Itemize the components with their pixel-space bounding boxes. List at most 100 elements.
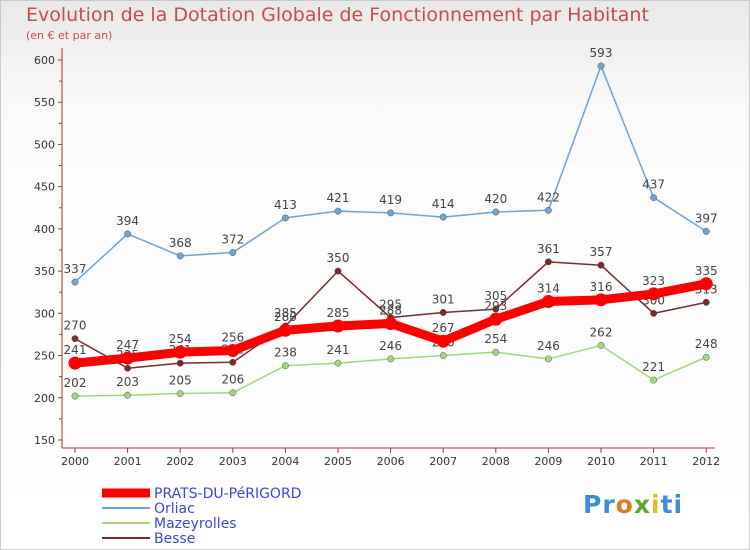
data-label: 323 [642,274,665,288]
y-tick-label: 200 [34,392,55,405]
data-label: 372 [221,233,244,247]
data-label: 254 [169,332,192,346]
data-point [597,261,605,269]
data-label: 285 [327,306,350,320]
data-point [334,359,342,367]
data-point [594,293,608,307]
data-point [124,364,132,372]
data-label: 413 [274,198,297,212]
data-label: 206 [221,373,244,387]
data-point [226,343,240,357]
data-point [492,348,500,356]
data-point [699,277,713,291]
data-label: 305 [484,289,507,303]
x-tick-label: 2011 [640,455,668,468]
data-point [71,335,79,343]
data-label: 203 [116,375,139,389]
data-point [387,355,395,363]
data-label: 280 [274,310,297,324]
data-label: 238 [274,346,297,360]
data-label: 337 [64,262,87,276]
y-tick-label: 300 [34,307,55,320]
data-label: 254 [484,332,507,346]
data-label: 422 [537,190,560,204]
y-tick-label: 150 [34,434,55,447]
data-label: 414 [432,197,455,211]
x-tick-label: 2000 [61,455,89,468]
data-point [176,359,184,367]
data-point [439,213,447,221]
data-point [68,356,82,370]
y-tick-label: 550 [34,96,55,109]
data-point [334,207,342,215]
data-point [124,391,132,399]
data-point [439,352,447,360]
x-tick-label: 2012 [692,455,720,468]
x-tick-label: 2003 [219,455,247,468]
data-point [597,341,605,349]
data-point [229,358,237,366]
legend-label: Mazeyrolles [154,516,237,532]
data-point [597,62,605,70]
data-label: 350 [327,251,350,265]
data-label: 267 [432,321,455,335]
data-label: 288 [379,303,402,317]
legend-label: PRATS-DU-PéRIGORD [154,486,301,502]
data-point [334,267,342,275]
data-label: 202 [64,376,87,390]
data-point [229,249,237,256]
data-label: 368 [169,236,192,250]
data-label: 270 [64,319,87,333]
data-point [489,312,503,326]
y-tick-label: 500 [34,138,55,151]
data-point [541,295,555,309]
x-tick-label: 2007 [429,455,457,468]
data-label: 394 [116,214,139,228]
x-tick-label: 2010 [587,455,615,468]
data-point [281,214,289,222]
data-label: 205 [169,374,192,388]
y-tick-label: 450 [34,181,55,194]
data-label: 256 [221,330,244,344]
chart-subtitle: (en € et par an) [26,29,113,42]
data-label: 248 [695,337,718,351]
data-label: 293 [484,299,507,313]
data-label: 420 [484,192,507,206]
data-point [436,334,450,348]
data-label: 361 [537,242,560,256]
data-point [173,345,187,359]
proxiti-logo: Proxiti [583,490,684,519]
y-tick-label: 350 [34,265,55,278]
x-tick-label: 2001 [114,455,142,468]
data-point [647,287,661,301]
y-tick-label: 250 [34,350,55,363]
data-point [387,209,395,217]
data-point [492,208,500,216]
data-point [331,319,345,333]
data-point [278,323,292,337]
data-point [650,376,658,384]
x-tick-label: 2008 [482,455,510,468]
data-label: 295 [379,298,402,312]
data-point [650,194,658,202]
x-tick-label: 2009 [534,455,562,468]
data-label: 247 [116,338,139,352]
chart-title: Evolution de la Dotation Globale de Fonc… [26,4,649,26]
data-label: 357 [590,245,613,259]
y-tick-label: 600 [34,54,55,67]
data-label: 397 [695,211,718,225]
x-tick-label: 2004 [271,455,299,468]
data-label: 285 [274,306,297,320]
data-point [176,252,184,260]
data-label: 437 [642,178,665,192]
legend-label: Orliac [154,501,195,517]
data-label: 335 [695,264,718,278]
data-label: 262 [590,325,613,339]
data-point [71,278,79,286]
data-point [121,351,135,365]
data-point [702,227,710,235]
data-label: 301 [432,292,455,306]
data-label: 593 [590,46,613,60]
